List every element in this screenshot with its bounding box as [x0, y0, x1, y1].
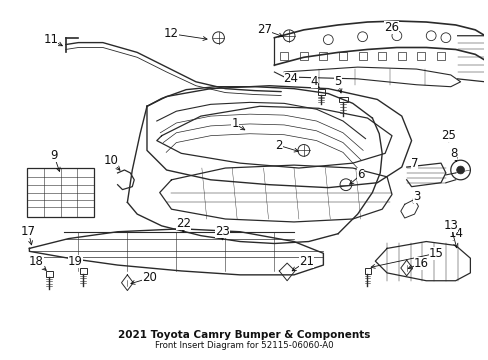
Text: 26: 26 — [384, 21, 399, 35]
Text: 20: 20 — [142, 271, 157, 284]
Bar — [364, 268, 371, 274]
Circle shape — [456, 166, 464, 174]
Bar — [436, 53, 444, 60]
Bar — [397, 53, 405, 60]
Text: 24: 24 — [283, 72, 298, 85]
Text: 8: 8 — [449, 147, 456, 160]
Text: 4: 4 — [310, 75, 318, 88]
Text: 13: 13 — [443, 219, 457, 232]
Text: 9: 9 — [50, 149, 58, 162]
Text: 12: 12 — [163, 27, 179, 40]
Text: 21: 21 — [299, 255, 314, 267]
Text: 16: 16 — [413, 257, 428, 270]
Text: 19: 19 — [68, 255, 83, 267]
Bar — [338, 53, 346, 60]
Text: 2021 Toyota Camry Bumper & Components: 2021 Toyota Camry Bumper & Components — [118, 330, 370, 340]
Text: 15: 15 — [428, 247, 443, 260]
Bar — [46, 271, 53, 277]
Text: 25: 25 — [441, 129, 455, 142]
Text: 11: 11 — [43, 33, 59, 46]
Bar — [338, 96, 347, 102]
Bar — [80, 268, 87, 274]
Text: 23: 23 — [215, 225, 229, 238]
Bar — [378, 53, 386, 60]
Text: 14: 14 — [447, 227, 462, 240]
Text: 22: 22 — [175, 217, 190, 230]
Bar — [280, 53, 287, 60]
Text: 2: 2 — [275, 139, 283, 152]
Text: 10: 10 — [103, 154, 118, 167]
Text: 1: 1 — [231, 117, 239, 130]
Bar — [299, 53, 307, 60]
Bar — [358, 53, 366, 60]
Text: Front Insert Diagram for 52115-06060-A0: Front Insert Diagram for 52115-06060-A0 — [155, 342, 333, 351]
Text: 5: 5 — [334, 75, 341, 88]
Bar — [318, 89, 325, 95]
Bar — [27, 168, 94, 217]
Bar — [319, 53, 326, 60]
Text: 18: 18 — [29, 255, 43, 267]
Text: 6: 6 — [356, 168, 364, 181]
Text: 27: 27 — [257, 23, 271, 36]
Text: 17: 17 — [21, 225, 36, 238]
Text: 3: 3 — [412, 190, 419, 203]
Bar — [417, 53, 425, 60]
Text: 7: 7 — [410, 157, 417, 170]
